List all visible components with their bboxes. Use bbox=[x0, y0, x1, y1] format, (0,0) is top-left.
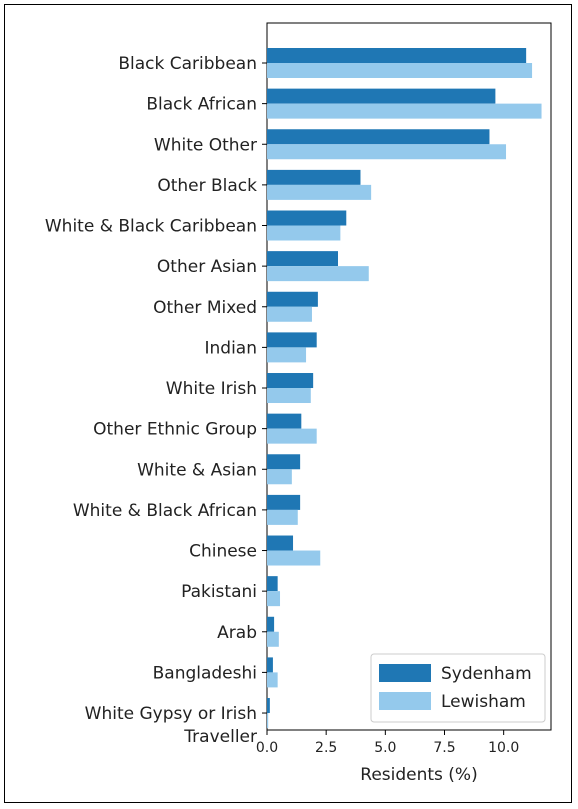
bar-lewisham-0 bbox=[267, 63, 533, 78]
bar-sydenham-11 bbox=[267, 494, 301, 510]
x-tick-label-4: 10.0 bbox=[488, 740, 519, 756]
bar-lewisham-9 bbox=[267, 428, 317, 444]
bar-sydenham-6 bbox=[267, 291, 318, 307]
category-label-16: White Gypsy or Irish Traveller bbox=[85, 704, 257, 747]
bar-lewisham-2 bbox=[267, 144, 507, 160]
legend: Sydenham Lewisham bbox=[370, 653, 546, 723]
bar-lewisham-6 bbox=[267, 306, 312, 322]
bar-lewisham-10 bbox=[267, 469, 292, 485]
bar-sydenham-13 bbox=[267, 576, 278, 592]
bar-sydenham-16 bbox=[267, 698, 270, 714]
category-label-12: Chinese bbox=[189, 542, 257, 562]
x-tick-label-2: 5.0 bbox=[374, 740, 396, 756]
bar-sydenham-3 bbox=[267, 169, 361, 185]
category-label-11: White & Black African bbox=[73, 501, 257, 521]
bar-lewisham-5 bbox=[267, 266, 369, 282]
bar-lewisham-4 bbox=[267, 225, 341, 241]
bar-lewisham-15 bbox=[267, 672, 278, 688]
category-label-8: White Irish bbox=[166, 379, 257, 399]
bar-lewisham-3 bbox=[267, 184, 372, 200]
category-labels: Black Caribbean Black African White Other O… bbox=[45, 54, 267, 747]
bar-lewisham-11 bbox=[267, 509, 298, 525]
bar-lewisham-12 bbox=[267, 550, 321, 566]
bar-sydenham-14 bbox=[267, 616, 275, 632]
bar-sydenham-1 bbox=[267, 88, 496, 104]
bar-sydenham-4 bbox=[267, 210, 347, 226]
category-label-0: Black Caribbean bbox=[118, 54, 257, 74]
legend-swatch-sydenham bbox=[379, 664, 431, 682]
bars-group bbox=[267, 48, 542, 729]
category-label-10: White & Asian bbox=[137, 460, 257, 480]
x-axis-title: Residents (%) bbox=[360, 765, 477, 785]
bar-sydenham-2 bbox=[267, 129, 490, 145]
legend-label-lewisham: Lewisham bbox=[441, 692, 526, 712]
category-label-15: Bangladeshi bbox=[153, 663, 257, 683]
bar-sydenham-5 bbox=[267, 251, 338, 267]
category-label-5: Other Asian bbox=[157, 257, 257, 277]
bar-lewisham-7 bbox=[267, 347, 307, 363]
category-label-1: Black African bbox=[146, 95, 257, 115]
bar-sydenham-12 bbox=[267, 535, 294, 551]
x-tick-label-3: 7.5 bbox=[433, 740, 455, 756]
bar-lewisham-16 bbox=[267, 713, 269, 729]
bar-sydenham-10 bbox=[267, 454, 301, 470]
category-label-7: Indian bbox=[205, 338, 258, 358]
bar-sydenham-15 bbox=[267, 657, 273, 673]
bar-lewisham-13 bbox=[267, 591, 281, 607]
bar-lewisham-1 bbox=[267, 103, 542, 119]
bar-lewisham-14 bbox=[267, 631, 279, 647]
bar-sydenham-9 bbox=[267, 413, 302, 429]
category-label-13: Pakistani bbox=[181, 582, 257, 602]
bar-sydenham-8 bbox=[267, 373, 314, 389]
legend-swatch-lewisham bbox=[379, 692, 431, 710]
category-label-3: Other Black bbox=[157, 176, 257, 196]
legend-label-sydenham: Sydenham bbox=[441, 664, 532, 684]
category-label-6: Other Mixed bbox=[153, 298, 257, 318]
category-label-4: White & Black Caribbean bbox=[45, 217, 257, 237]
category-label-9: Other Ethnic Group bbox=[93, 420, 257, 440]
bar-sydenham-0 bbox=[267, 48, 527, 63]
category-label-14: Arab bbox=[217, 623, 257, 643]
x-tick-label-0: 0.0 bbox=[256, 740, 278, 756]
category-label-2: White Other bbox=[154, 135, 257, 155]
bar-sydenham-7 bbox=[267, 332, 317, 348]
x-axis: 0.0 2.5 5.0 7.5 10.0 bbox=[256, 730, 519, 756]
bar-lewisham-8 bbox=[267, 388, 311, 404]
x-tick-label-1: 2.5 bbox=[315, 740, 337, 756]
